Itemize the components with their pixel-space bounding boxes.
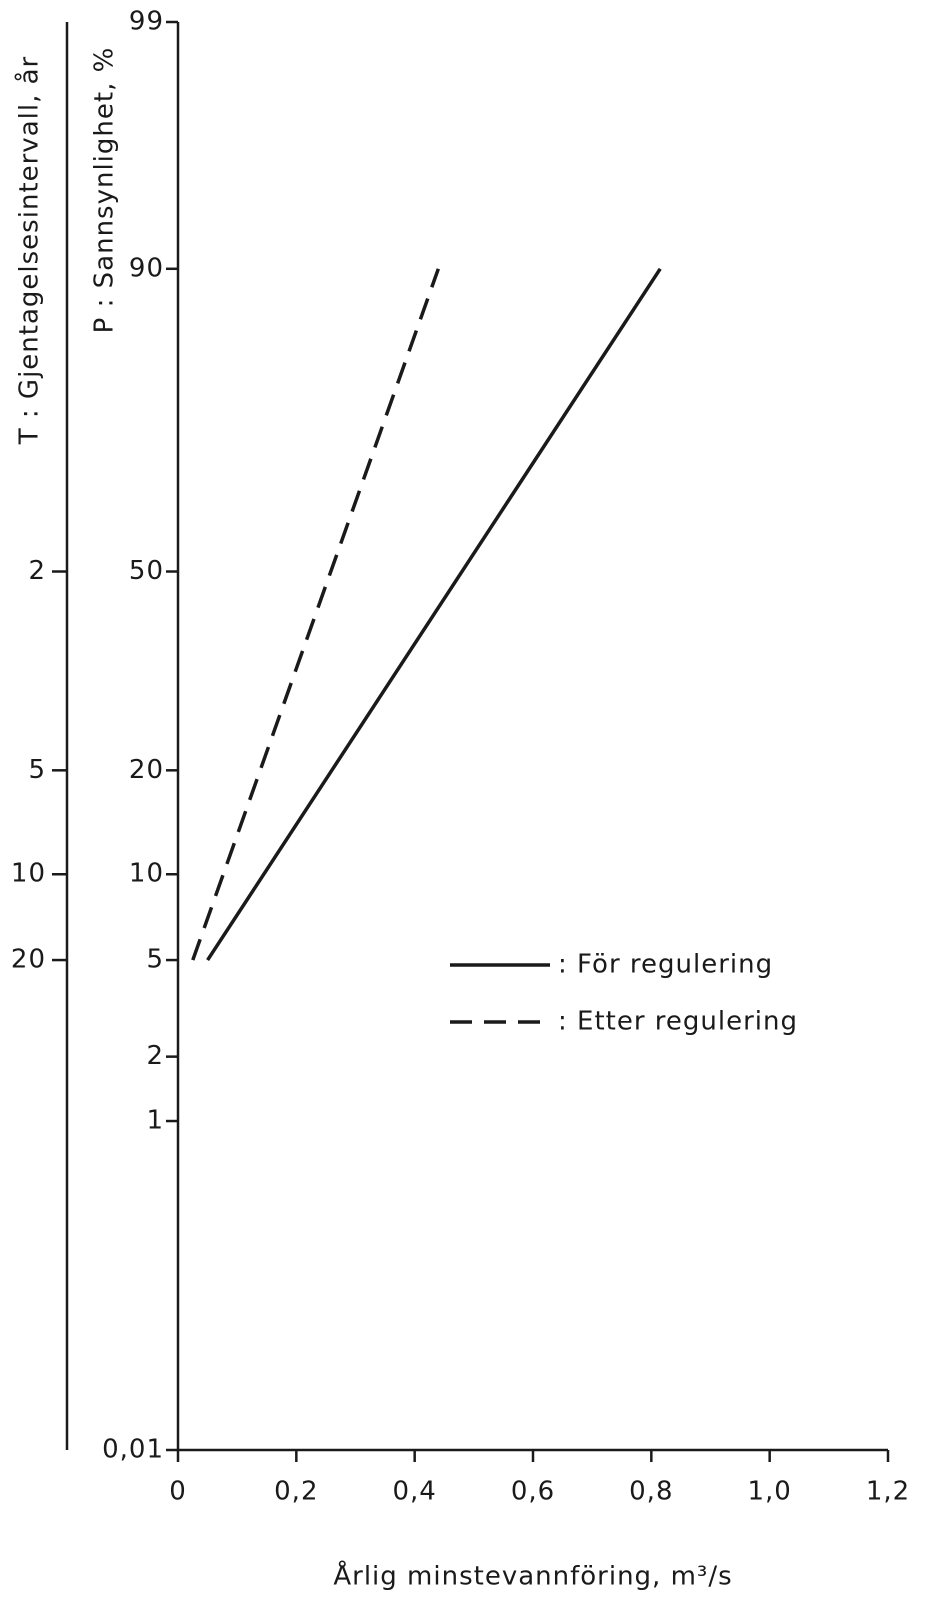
y2-tick-label: 10 (11, 859, 46, 889)
x-tick-label: 0 (169, 1477, 187, 1507)
y-tick-label: 0,01 (102, 1435, 164, 1465)
x-tick-label: 0,2 (274, 1477, 318, 1507)
y-tick-label: 99 (129, 7, 164, 37)
y-tick-label: 90 (129, 253, 164, 283)
y-tick-label: 50 (129, 556, 164, 586)
line (191, 268, 440, 961)
x-tick-label: 1,2 (866, 1477, 910, 1507)
y2-tick-label: 20 (11, 945, 46, 975)
y-axis-label: P : Sannsynlighet, % (90, 47, 120, 334)
y-tick-label: 2 (146, 1041, 164, 1071)
x-tick-label: 1,0 (747, 1477, 791, 1507)
line (206, 267, 662, 962)
x-axis-label: Årlig minstevannföring, m³/s (333, 1560, 732, 1592)
x-tick-label: 0,6 (511, 1477, 555, 1507)
y2-tick-label: 2 (28, 556, 46, 586)
y-tick-label: 10 (129, 859, 164, 889)
y-tick-label: 5 (146, 945, 164, 975)
x-tick-label: 0,4 (392, 1477, 436, 1507)
legend-label: : Etter regulering (558, 1007, 798, 1037)
legend-label: : För regulering (558, 950, 773, 980)
y2-tick-label: 5 (28, 755, 46, 785)
x-tick-label: 0,8 (629, 1477, 673, 1507)
y-tick-label: 1 (146, 1106, 164, 1136)
y2-axis-label: T : Gjentagelsesintervall, år (14, 56, 45, 445)
y-tick-label: 20 (129, 755, 164, 785)
